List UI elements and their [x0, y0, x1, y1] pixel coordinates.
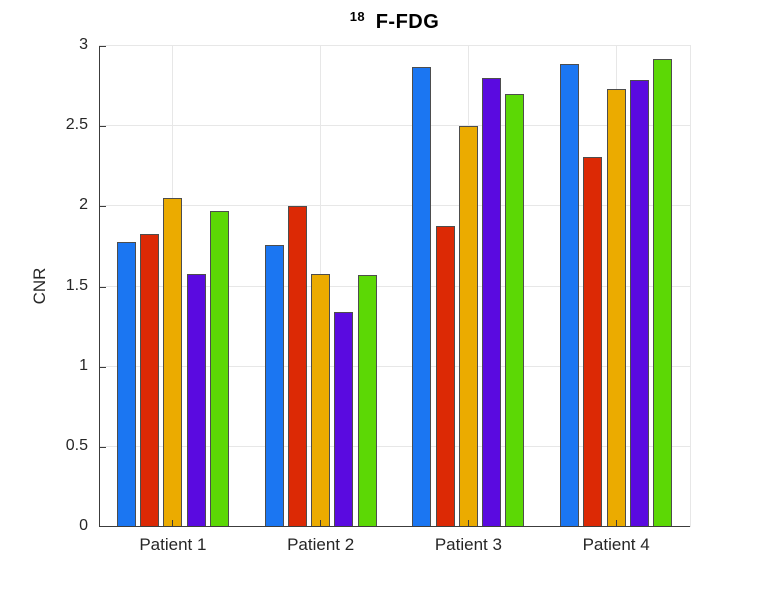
y-tick-label: 2.5	[65, 116, 88, 134]
bar-patient-2-series-3	[311, 274, 331, 527]
x-tick-label: Patient 3	[434, 535, 502, 554]
x-tick-label: Patient 4	[582, 535, 650, 554]
bar-patient-3-series-5	[505, 94, 525, 527]
y-tick-label: 0.5	[65, 436, 88, 454]
bar-patient-3-series-1	[412, 67, 432, 527]
bar-patient-1-series-2	[140, 234, 160, 527]
y-gridline	[99, 45, 690, 46]
bar-patient-3-series-3	[458, 126, 478, 527]
bar-patient-2-series-4	[334, 312, 354, 527]
bar-patient-1-series-4	[186, 274, 206, 527]
bar-patient-1-series-1	[116, 242, 136, 527]
bar-patient-4-series-4	[629, 80, 649, 527]
bar-patient-1-series-3	[163, 198, 183, 527]
y-axis-line	[99, 46, 100, 527]
y-tick-mark	[100, 126, 106, 128]
y-tick-mark	[100, 366, 106, 368]
bar-patient-4-series-3	[606, 89, 626, 527]
y-tick-mark	[100, 206, 106, 208]
bar-patient-2-series-1	[264, 245, 284, 527]
y-tick-mark	[100, 46, 106, 47]
bar-patient-2-series-5	[357, 275, 377, 527]
y-tick-label: 3	[79, 36, 88, 53]
y-tick-mark	[100, 526, 106, 527]
y-gridline	[99, 285, 690, 287]
plot-area	[99, 45, 691, 527]
bar-patient-4-series-5	[653, 59, 673, 527]
y-tick-label: 0	[79, 517, 88, 534]
x-tick-mark	[467, 520, 469, 526]
chart-title-superscript: 18	[349, 9, 366, 24]
x-axis-line	[99, 526, 690, 527]
y-tick-label: 1	[79, 356, 88, 374]
x-tick-label: Patient 2	[287, 535, 355, 554]
chart-title: 18 F-FDG	[99, 9, 690, 34]
x-tick-label: Patient 1	[139, 535, 207, 554]
x-tick-mark	[320, 520, 322, 526]
y-tick-label: 2	[79, 196, 88, 214]
y-tick-mark	[100, 446, 106, 448]
x-tick-mark	[172, 520, 174, 526]
y-tick-label: 1.5	[65, 276, 88, 294]
y-gridline	[99, 205, 690, 207]
bar-patient-3-series-4	[482, 78, 502, 527]
y-gridline	[99, 365, 690, 367]
y-tick-mark	[100, 286, 106, 288]
x-tick-mark	[615, 520, 617, 526]
bar-patient-4-series-1	[560, 64, 580, 527]
chart-title-text: F-FDG	[375, 11, 440, 33]
y-gridline	[99, 125, 690, 127]
y-gridline	[99, 445, 690, 447]
bar-patient-3-series-2	[435, 226, 455, 527]
bar-patient-4-series-2	[583, 157, 603, 527]
bar-patient-1-series-5	[209, 211, 229, 527]
bar-patient-2-series-2	[287, 206, 307, 527]
